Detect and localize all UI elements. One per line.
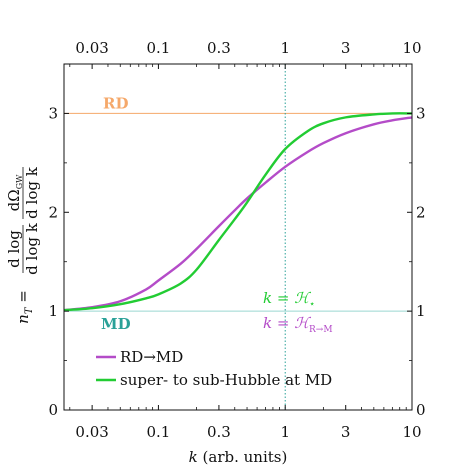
- y-tick-label-right-0: 0: [416, 401, 426, 419]
- svg-text:d log: d log: [5, 230, 23, 268]
- x-axis-ticks: 0.03 0.03 0.1 0.1 0.3 0.3 1 1 3 3 10 10: [69, 39, 422, 441]
- y-tick-label-left-0: 0: [48, 401, 58, 419]
- svg-text:nT =: nT =: [14, 290, 35, 324]
- x-tick-label-bottom-4: 3: [341, 423, 351, 441]
- y-tick-label-right-2: 2: [416, 203, 426, 221]
- annotation-k-hstar: k = ℋ⋆: [263, 289, 315, 310]
- x-tick-label-top-1: 0.1: [146, 39, 170, 57]
- x-tick-label-bottom-2: 0.3: [207, 423, 231, 441]
- y-tick-label-right-1: 1: [416, 302, 426, 320]
- x-tick-label-top-4: 3: [341, 39, 351, 57]
- plot-frame: [63, 63, 413, 411]
- md-label: MD: [101, 315, 131, 333]
- y-axis-label: nT = d log d log k dΩGW d log k: [5, 166, 41, 324]
- y-axis-ticks: 0 0 1 1 2 2 3 3: [48, 104, 425, 419]
- x-axis-label: k (arb. units): [189, 448, 288, 466]
- svg-text:d log k: d log k: [23, 222, 41, 275]
- x-tick-label-top-3: 1: [280, 39, 290, 57]
- y-tick-label-left-3: 3: [48, 104, 58, 122]
- x-tick-label-bottom-1: 0.1: [146, 423, 170, 441]
- x-tick-label-top-2: 0.3: [207, 39, 231, 57]
- legend-label-super-to-sub-hubble: super- to sub-Hubble at MD: [120, 371, 332, 389]
- svg-text:d log k: d log k: [23, 166, 41, 219]
- series-super-to-sub-hubble-line: [64, 112, 412, 312]
- y-tick-label-right-3: 3: [416, 104, 426, 122]
- annotation-k-hrm: k = ℋR→M: [263, 314, 333, 335]
- rd-label: RD: [103, 94, 128, 112]
- y-tick-label-left-1: 1: [48, 302, 58, 320]
- x-tick-label-bottom-3: 1: [280, 423, 290, 441]
- x-tick-label-top-0: 0.03: [75, 39, 108, 57]
- x-tick-label-top-5: 10: [402, 39, 421, 57]
- svg-text:dΩGW: dΩGW: [5, 174, 24, 211]
- legend: RD→MD super- to sub-Hubble at MD: [96, 348, 332, 389]
- legend-label-rd-to-md: RD→MD: [120, 348, 183, 366]
- series-rd-to-md-line: [64, 116, 412, 312]
- x-tick-label-bottom-5: 10: [402, 423, 421, 441]
- x-tick-label-bottom-0: 0.03: [75, 423, 108, 441]
- y-tick-label-left-2: 2: [48, 203, 58, 221]
